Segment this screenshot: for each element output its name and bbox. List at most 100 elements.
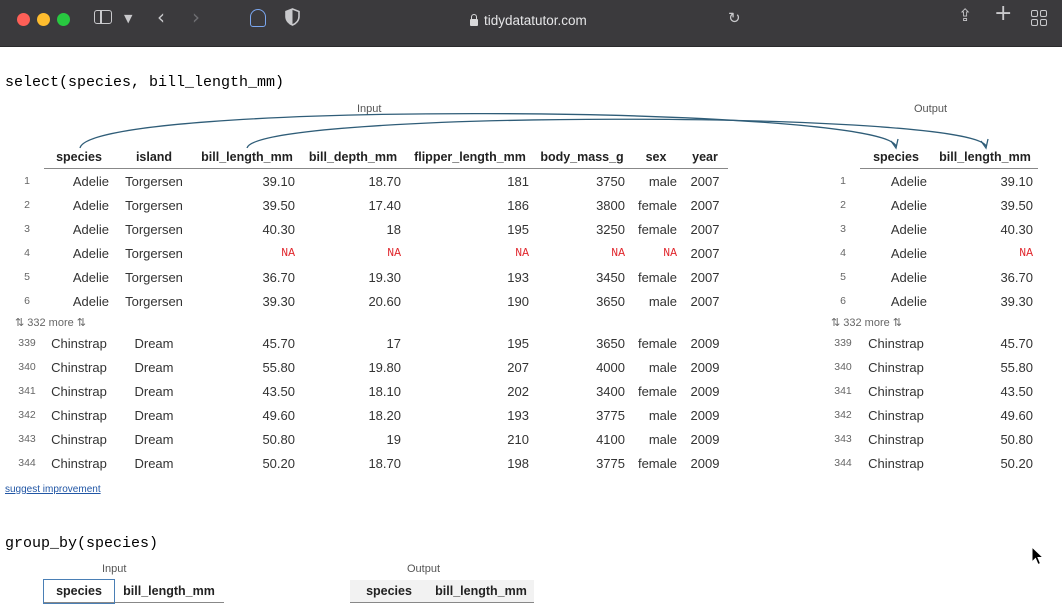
cell-body-mass-g: 3775 (596, 455, 625, 471)
row-index: 6 (24, 295, 30, 307)
cell-species: Adelie (72, 245, 109, 261)
cell-sex: male (648, 359, 677, 375)
cell-bill-depth-mm: 19.30 (368, 269, 401, 285)
row-index: 4 (24, 247, 30, 259)
column-header: year (682, 146, 728, 169)
close-window-button[interactable] (17, 13, 30, 26)
cell-island: Torgersen (125, 173, 183, 189)
table-row: 342 Chinstrap 49.60 (826, 403, 1038, 427)
column-header: body_mass_g (534, 146, 630, 169)
output-caption-2: Output (407, 563, 441, 575)
cell-year: 2009 (690, 335, 720, 351)
output-caption: Output (914, 103, 948, 115)
cell-island: Torgersen (125, 221, 183, 237)
table-row: 342 Chinstrap Dream 49.60 18.20 193 3775 male 20… (10, 403, 728, 427)
address-bar[interactable]: tidydatatutor.com (470, 10, 587, 30)
cell-bill-length-mm: 36.70 (1000, 269, 1033, 285)
cell-flipper-length-mm: 181 (507, 173, 529, 189)
cell-sex: female (637, 383, 677, 399)
table-row: 1 Adelie 39.10 (826, 169, 1038, 193)
cell-sex: female (637, 221, 677, 237)
cell-year: 2007 (690, 245, 720, 261)
cell-body-mass-g: 4100 (596, 431, 625, 447)
row-index: 339 (18, 337, 36, 349)
cell-species: Chinstrap (51, 407, 107, 423)
row-index: 4 (840, 247, 846, 259)
table-row: 5 Adelie Torgersen 36.70 19.30 193 3450 female 2… (10, 265, 728, 289)
minimize-window-button[interactable] (37, 13, 50, 26)
input-caption-2: Input (102, 563, 127, 575)
cell-year: 2007 (690, 173, 720, 189)
cell-species: Adelie (890, 293, 927, 309)
cell-year: 2007 (690, 221, 720, 237)
cell-species: Chinstrap (51, 335, 107, 351)
cell-bill-length-mm: 50.20 (262, 455, 295, 471)
cell-bill-length-mm: 40.30 (262, 221, 295, 237)
cell-species: Adelie (890, 221, 927, 237)
new-tab-icon[interactable]: + (994, 1, 1013, 26)
index-header (10, 146, 44, 169)
zoom-window-button[interactable] (57, 13, 70, 26)
cell-sex: male (648, 431, 677, 447)
browser-toolbar: ▼ ‹ › tidydatatutor.com ↻ ⇪ + (0, 0, 1062, 47)
cell-species: Chinstrap (868, 335, 924, 351)
cell-sex: female (637, 335, 677, 351)
chevron-down-icon[interactable]: ▼ (124, 12, 133, 25)
cell-species: Adelie (890, 245, 927, 261)
table-row: 340 Chinstrap Dream 55.80 19.80 207 4000 male 20… (10, 355, 728, 379)
cell-island: Torgersen (125, 197, 183, 213)
cell-flipper-length-mm: 202 (507, 383, 529, 399)
cell-island: Dream (134, 383, 174, 399)
cell-bill-depth-mm: 19 (386, 431, 401, 447)
back-arrow-icon[interactable]: ‹ (157, 5, 165, 29)
row-index: 344 (834, 457, 852, 469)
cell-body-mass-g: 3775 (596, 407, 625, 423)
cell-body-mass-g: 3450 (596, 269, 625, 285)
cell-bill-length-mm: 43.50 (262, 383, 295, 399)
cell-island: Dream (134, 335, 174, 351)
row-index: 339 (834, 337, 852, 349)
tab-overview-icon[interactable] (1031, 10, 1047, 26)
table-row: 341 Chinstrap Dream 43.50 18.10 202 3400 female… (10, 379, 728, 403)
cell-bill-depth-mm: 18.70 (368, 455, 401, 471)
sidebar-toggle-icon[interactable] (94, 10, 112, 24)
cell-bill-depth-mm: 18 (386, 221, 401, 237)
column-mapping-arrows (79, 112, 989, 150)
more-rows-label[interactable]: ⇅ 332 more ⇅ (15, 316, 87, 329)
cell-flipper-length-mm: 210 (507, 431, 529, 447)
share-icon[interactable]: ⇪ (958, 6, 973, 26)
cell-flipper-length-mm: 198 (507, 455, 529, 471)
shield-icon[interactable] (285, 8, 300, 26)
ghost-extension-icon[interactable] (250, 9, 266, 27)
table-row: 3 Adelie 40.30 (826, 217, 1038, 241)
cell-year: 2009 (690, 455, 720, 471)
cell-bill-length-mm: 55.80 (262, 359, 295, 375)
reload-icon[interactable]: ↻ (728, 9, 741, 27)
column-header: bill_length_mm (932, 146, 1038, 169)
group-by-code: group_by(species) (5, 535, 159, 552)
cell-bill-depth-mm: 18.20 (368, 407, 401, 423)
cell-bill-depth-mm: 19.80 (368, 359, 401, 375)
row-index: 344 (18, 457, 36, 469)
more-rows-row: ⇅ 332 more ⇅ (826, 313, 1038, 331)
cell-year: 2009 (690, 407, 720, 423)
cell-island: Torgersen (125, 269, 183, 285)
forward-arrow-icon[interactable]: › (192, 5, 200, 29)
table-row: 6 Adelie 39.30 (826, 289, 1038, 313)
suggest-improvement-link[interactable]: suggest improvement (5, 484, 101, 495)
cell-body-mass-g: 3250 (596, 221, 625, 237)
table-row: 1 Adelie Torgersen 39.10 18.70 181 3750 male 200… (10, 169, 728, 193)
column-header: bill_length_mm (428, 580, 534, 603)
table-row: 340 Chinstrap 55.80 (826, 355, 1038, 379)
cell-body-mass-g: NA (611, 246, 625, 260)
more-rows-label[interactable]: ⇅ 332 more ⇅ (831, 316, 903, 329)
row-index: 342 (18, 409, 36, 421)
cell-species: Adelie (890, 269, 927, 285)
column-header: bill_depth_mm (300, 146, 406, 169)
cell-species: Chinstrap (868, 383, 924, 399)
cell-sex: male (648, 173, 677, 189)
cell-body-mass-g: 4000 (596, 359, 625, 375)
column-header: species (860, 146, 932, 169)
cell-species: Adelie (72, 269, 109, 285)
cell-year: 2009 (690, 431, 720, 447)
